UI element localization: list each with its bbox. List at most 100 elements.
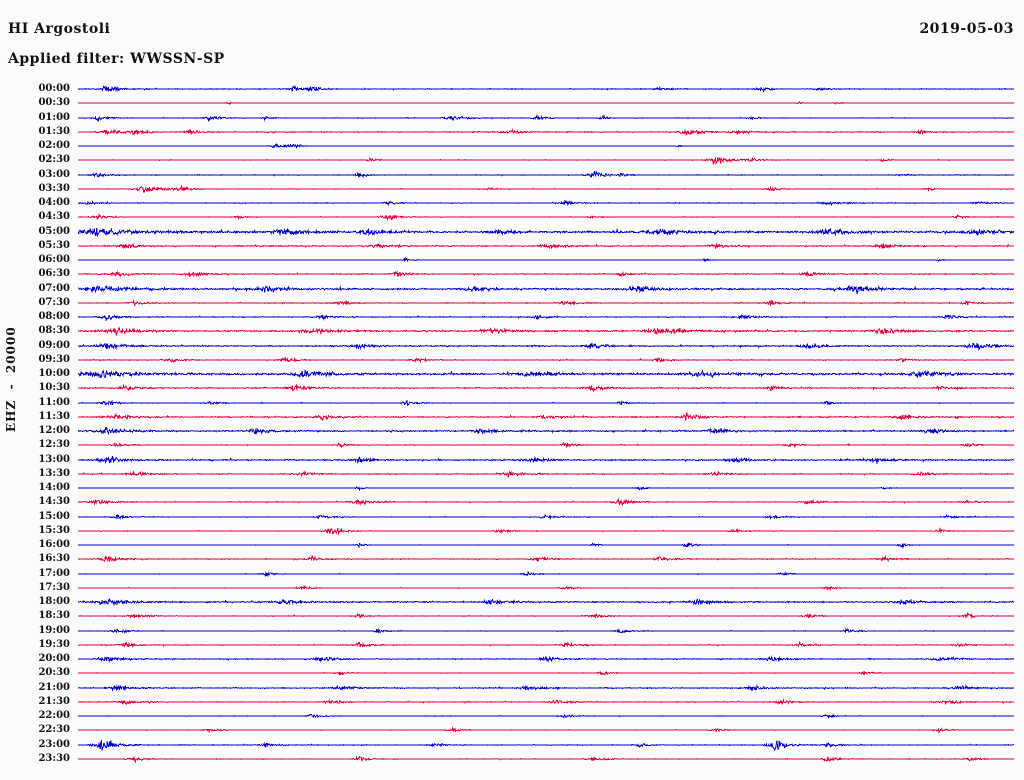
trace-waveform xyxy=(78,157,1014,166)
trace-time-label: 18:30 xyxy=(38,610,70,622)
trace-time-label: 12:30 xyxy=(38,439,70,451)
trace-row: 04:00 xyxy=(0,197,1024,211)
trace-time-label: 07:30 xyxy=(38,296,70,308)
trace-time-label: 05:00 xyxy=(38,225,70,237)
trace-waveform xyxy=(78,256,1014,263)
trace-waveform xyxy=(78,626,1014,634)
trace-row: 00:30 xyxy=(0,97,1024,111)
trace-row: 11:30 xyxy=(0,411,1024,425)
trace-waveform xyxy=(78,270,1014,278)
trace-waveform xyxy=(78,570,1014,577)
trace-time-label: 13:30 xyxy=(38,467,70,479)
trace-row: 12:00 xyxy=(0,425,1024,439)
trace-time-label: 06:30 xyxy=(38,268,70,280)
trace-waveform xyxy=(78,554,1014,563)
trace-time-label: 02:00 xyxy=(38,140,70,151)
trace-time-label: 16:00 xyxy=(38,539,70,550)
trace-row: 18:00 xyxy=(0,596,1024,610)
trace-waveform xyxy=(78,670,1014,677)
trace-time-label: 14:00 xyxy=(38,482,70,493)
trace-waveform xyxy=(78,170,1014,178)
trace-waveform xyxy=(78,184,1014,193)
trace-time-label: 21:30 xyxy=(38,695,70,707)
trace-waveform xyxy=(78,584,1014,591)
trace-row: 01:30 xyxy=(0,126,1024,140)
trace-time-label: 01:30 xyxy=(38,125,70,137)
trace-row: 03:30 xyxy=(0,183,1024,197)
trace-row: 16:30 xyxy=(0,553,1024,567)
trace-row: 01:00 xyxy=(0,112,1024,126)
trace-time-label: 18:00 xyxy=(38,596,70,607)
trace-time-label: 23:30 xyxy=(38,752,70,764)
trace-waveform xyxy=(78,101,1014,106)
trace-time-label: 15:30 xyxy=(38,524,70,536)
trace-time-label: 19:30 xyxy=(38,638,70,650)
trace-waveform xyxy=(78,497,1014,507)
trace-time-label: 19:00 xyxy=(38,624,70,636)
trace-waveform xyxy=(78,755,1014,764)
trace-row: 13:30 xyxy=(0,468,1024,482)
trace-time-label: 05:30 xyxy=(38,239,70,251)
trace-waveform xyxy=(78,383,1014,393)
trace-waveform xyxy=(78,713,1014,719)
trace-waveform xyxy=(78,726,1014,734)
trace-waveform xyxy=(78,356,1014,363)
trace-waveform xyxy=(78,541,1014,549)
trace-waveform xyxy=(78,342,1014,352)
trace-time-label: 16:30 xyxy=(38,553,70,565)
trace-waveform xyxy=(78,640,1014,648)
trace-row: 06:30 xyxy=(0,268,1024,282)
trace-waveform xyxy=(78,527,1014,535)
trace-row: 19:30 xyxy=(0,639,1024,653)
trace-row: 20:30 xyxy=(0,667,1024,681)
trace-waveform xyxy=(78,226,1014,237)
trace-row: 11:00 xyxy=(0,397,1024,411)
trace-time-label: 10:30 xyxy=(38,382,70,394)
trace-waveform xyxy=(78,127,1014,136)
trace-time-label: 20:00 xyxy=(38,653,70,664)
trace-waveform xyxy=(78,213,1014,222)
trace-waveform xyxy=(78,486,1014,492)
trace-waveform xyxy=(78,85,1014,93)
trace-time-label: 22:30 xyxy=(38,724,70,736)
trace-time-label: 06:00 xyxy=(38,254,70,265)
trace-time-label: 04:00 xyxy=(38,197,70,208)
trace-row: 12:30 xyxy=(0,439,1024,453)
applied-filter-label: Applied filter: WWSSN-SP xyxy=(8,51,225,67)
trace-waveform xyxy=(78,113,1014,123)
trace-waveform xyxy=(78,683,1014,692)
trace-waveform xyxy=(78,698,1014,706)
trace-row: 22:30 xyxy=(0,724,1024,738)
trace-row: 22:00 xyxy=(0,710,1024,724)
helicorder-plot: 00:00 00:30 01:00 01:30 02:00 02:30 03:00 03:30… xyxy=(0,78,1024,770)
trace-row: 14:00 xyxy=(0,482,1024,496)
trace-row: 05:00 xyxy=(0,226,1024,240)
trace-waveform xyxy=(78,611,1014,620)
trace-time-label: 10:00 xyxy=(38,368,70,379)
trace-waveform xyxy=(78,313,1014,322)
trace-row: 23:00 xyxy=(0,739,1024,753)
trace-row: 17:00 xyxy=(0,568,1024,582)
trace-row: 21:30 xyxy=(0,696,1024,710)
trace-time-label: 00:30 xyxy=(38,97,70,109)
trace-waveform xyxy=(78,199,1014,207)
trace-waveform xyxy=(78,399,1014,406)
trace-row: 09:00 xyxy=(0,340,1024,354)
trace-row: 20:00 xyxy=(0,653,1024,667)
trace-time-label: 08:00 xyxy=(38,311,70,322)
trace-row: 17:30 xyxy=(0,582,1024,596)
trace-row: 09:30 xyxy=(0,354,1024,368)
trace-time-label: 21:00 xyxy=(38,681,70,693)
page-title: HI Argostoli xyxy=(8,21,111,37)
trace-waveform xyxy=(78,738,1014,751)
trace-time-label: 02:30 xyxy=(38,154,70,166)
trace-time-label: 11:30 xyxy=(38,410,70,422)
trace-row: 10:00 xyxy=(0,368,1024,382)
trace-waveform xyxy=(78,513,1014,520)
trace-time-label: 22:00 xyxy=(38,710,70,721)
trace-row: 15:00 xyxy=(0,511,1024,525)
trace-time-label: 14:30 xyxy=(38,496,70,508)
trace-row: 02:30 xyxy=(0,154,1024,168)
trace-waveform xyxy=(78,284,1014,295)
